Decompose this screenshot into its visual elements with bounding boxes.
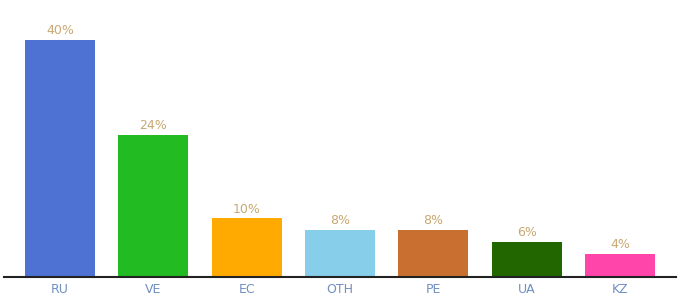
Bar bbox=[398, 230, 469, 277]
Text: 40%: 40% bbox=[46, 24, 74, 38]
Bar bbox=[118, 135, 188, 277]
Text: 8%: 8% bbox=[423, 214, 443, 227]
Text: 10%: 10% bbox=[233, 202, 260, 215]
Bar bbox=[305, 230, 375, 277]
Text: 24%: 24% bbox=[139, 119, 167, 132]
Text: 6%: 6% bbox=[517, 226, 537, 239]
Bar bbox=[211, 218, 282, 277]
Bar bbox=[585, 254, 655, 277]
Bar bbox=[25, 40, 95, 277]
Bar bbox=[492, 242, 562, 277]
Text: 4%: 4% bbox=[610, 238, 630, 251]
Text: 8%: 8% bbox=[330, 214, 350, 227]
